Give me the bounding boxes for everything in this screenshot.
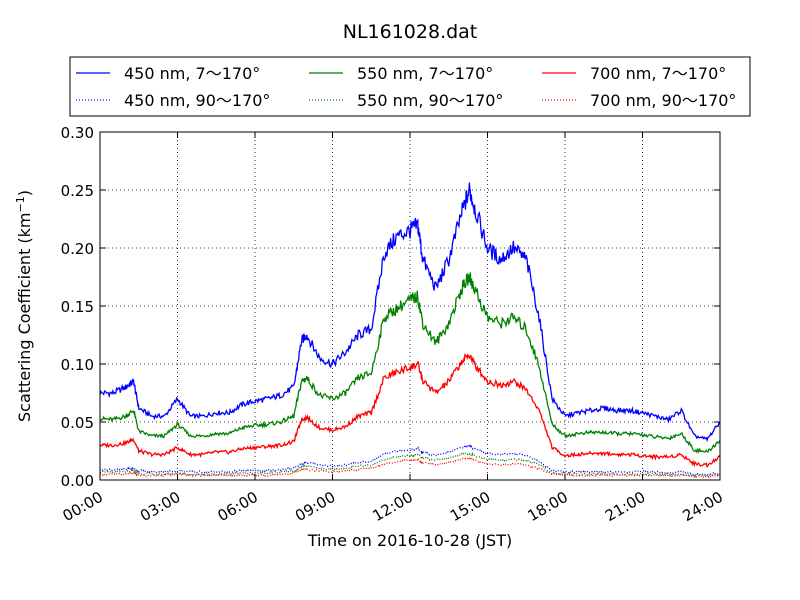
legend-box — [69, 56, 751, 117]
x-tick-label: 24:00 — [680, 488, 726, 525]
series-line — [99, 444, 721, 476]
y-axis-label-close: ) — [15, 190, 34, 196]
series-line — [99, 272, 721, 454]
legend: 450 nm, 7～170° 550 nm, 7～170° 700 nm, 7～17… — [69, 56, 751, 117]
x-tick-label: 03:00 — [137, 488, 183, 525]
chart-title: NL161028.dat — [343, 21, 478, 43]
x-tick-label: 18:00 — [525, 488, 571, 525]
x-tick-label: 06:00 — [215, 488, 261, 525]
y-tick-label: 0.15 — [61, 298, 94, 316]
y-axis-label-text: Scattering Coefficient (km — [15, 212, 34, 422]
x-tick-label: 12:00 — [370, 488, 416, 525]
y-tick-label: 0.25 — [61, 182, 94, 200]
x-tick-label: 15:00 — [447, 488, 493, 525]
series-layer — [99, 182, 721, 479]
y-tick-label: 0.20 — [61, 240, 94, 258]
legend-label: 700 nm, 7～170° — [590, 64, 726, 83]
axis-ticks — [99, 131, 721, 481]
series-line — [99, 353, 721, 468]
x-tick-label: 09:00 — [292, 488, 338, 525]
y-tick-label: 0.00 — [61, 472, 94, 490]
legend-label: 450 nm, 90～170° — [124, 91, 270, 110]
legend-label: 450 nm, 7～170° — [124, 64, 260, 83]
x-tick-label: 21:00 — [602, 488, 648, 525]
y-tick-label: 0.10 — [61, 356, 94, 374]
x-axis-label: Time on 2016-10-28 (JST) — [307, 531, 512, 550]
gridlines — [100, 132, 720, 480]
y-axis-label: Scattering Coefficient (km−1) — [14, 190, 34, 422]
y-tick-label: 0.30 — [61, 124, 94, 142]
legend-label: 550 nm, 7～170° — [357, 64, 493, 83]
axis-tick-labels: 00:00 03:00 06:00 09:00 12:00 15:00 18:00 21:00… — [60, 124, 726, 525]
series-line — [99, 182, 721, 443]
series-line — [99, 451, 721, 478]
legend-label: 700 nm, 90～170° — [590, 91, 736, 110]
y-tick-label: 0.05 — [61, 414, 94, 432]
x-tick-label: 00:00 — [60, 488, 106, 525]
y-axis-label-superscript: −1 — [14, 196, 27, 212]
legend-label: 550 nm, 90～170° — [357, 91, 503, 110]
